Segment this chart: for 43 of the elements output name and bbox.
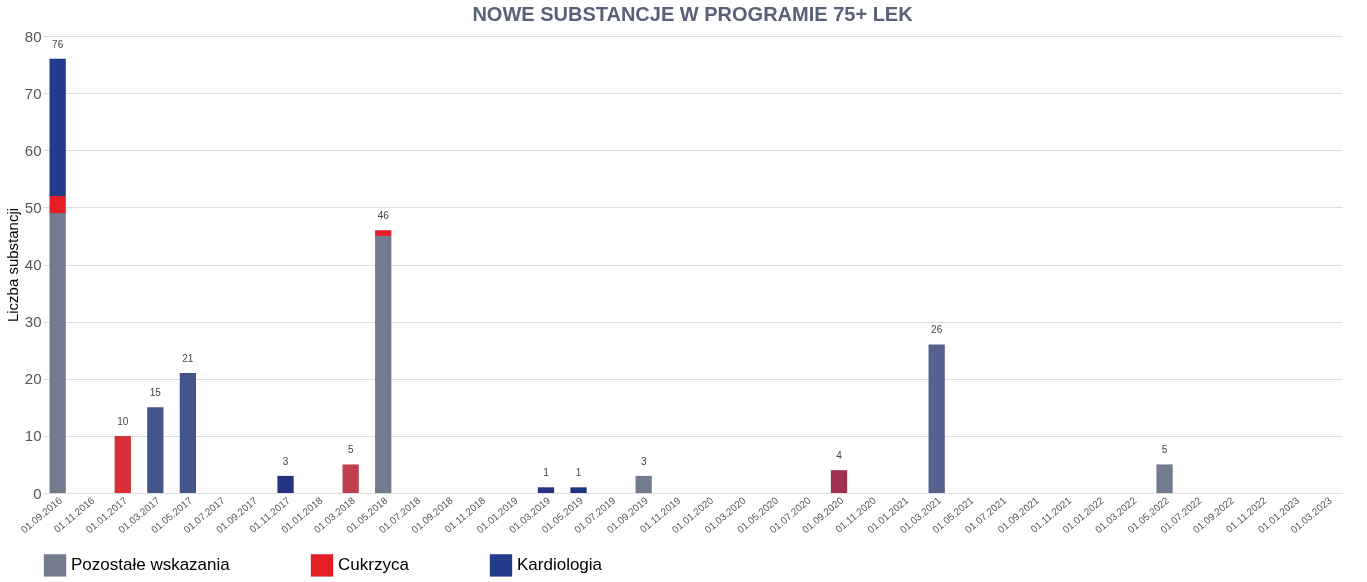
bar <box>49 195 66 214</box>
y-tick-label: 20 <box>24 370 42 388</box>
bar <box>375 235 392 493</box>
total-label: 5 <box>347 444 354 456</box>
bar <box>49 58 66 196</box>
total-label: 21 <box>182 353 194 365</box>
chart-title: NOWE SUBSTANCJE W PROGRAMIE 75+ LEK <box>472 3 914 25</box>
legend-label: Kardiologia <box>517 555 603 575</box>
total-label: 3 <box>640 455 647 467</box>
bar <box>147 407 164 493</box>
total-label: 26 <box>931 324 943 336</box>
bar <box>928 344 945 493</box>
total-label: 10 <box>117 415 129 427</box>
y-tick-label: 30 <box>24 313 42 331</box>
y-tick-label: 60 <box>24 141 42 159</box>
total-label: 3 <box>282 455 289 467</box>
total-label: 15 <box>149 387 162 399</box>
bar <box>277 475 294 493</box>
bar <box>635 475 652 493</box>
bar <box>537 487 555 493</box>
bar <box>375 230 392 236</box>
bar <box>1156 464 1173 493</box>
y-tick-label: 50 <box>24 198 42 216</box>
bar <box>179 373 197 493</box>
total-label: 4 <box>836 450 843 462</box>
bar <box>49 213 66 493</box>
bar <box>570 487 587 493</box>
y-axis-title: Liczba substancji <box>3 207 21 323</box>
bar <box>342 464 359 493</box>
total-label: 1 <box>575 467 582 479</box>
total-label: 76 <box>52 38 64 50</box>
total-label: 5 <box>1161 444 1168 456</box>
bar <box>830 470 848 493</box>
bar <box>114 435 131 493</box>
y-tick-label: 40 <box>24 256 42 273</box>
legend-label: Cukrzyca <box>338 555 410 575</box>
total-label: 1 <box>543 467 550 479</box>
total-label: 46 <box>377 210 390 222</box>
legend-label: Pozostałe wskazania <box>71 555 231 575</box>
y-tick-label: 0 <box>33 484 42 502</box>
y-tick-label: 80 <box>24 27 42 45</box>
y-tick-label: 70 <box>24 84 42 102</box>
y-tick-label: 10 <box>24 427 42 445</box>
